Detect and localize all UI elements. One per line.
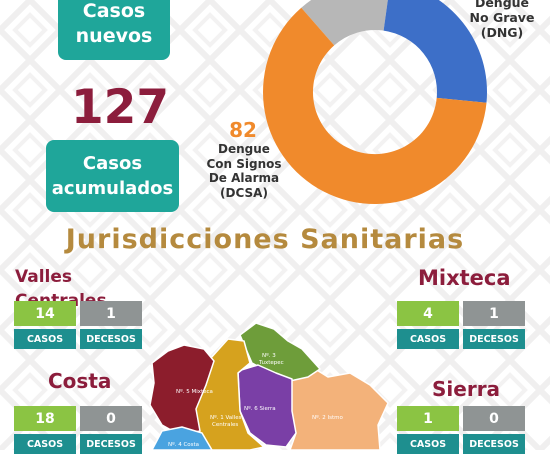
new-cases-label-line1: Casos xyxy=(82,0,146,22)
dcsa-value: 82 xyxy=(229,118,257,142)
decesos-value: 0 xyxy=(80,406,142,431)
donut-chart xyxy=(263,0,487,205)
dcsa-label-line3: De Alarma xyxy=(208,171,280,185)
map-label-valles-line2: Centrales xyxy=(212,422,238,428)
casos-value: 14 xyxy=(14,301,76,326)
dcsa-label-line2: Con Signos xyxy=(206,156,282,171)
stats-mixteca: 4 1 CASOS DECESOS xyxy=(397,301,525,351)
stats-costa: 18 0 CASOS DECESOS xyxy=(14,406,142,456)
stats-sierra: 1 0 CASOS DECESOS xyxy=(397,406,525,456)
decesos-label: DECESOS xyxy=(80,329,142,349)
dcsa-label-line4: (DCSA) xyxy=(220,185,268,200)
donut-segment-dcsa xyxy=(263,7,487,205)
map-label-valles-line1: Nº. 1 Valles xyxy=(210,414,242,421)
map-label-tuxtepec-line2: Tuxtepec xyxy=(258,360,284,366)
map-label-tuxtepec-line1: Nº. 3 xyxy=(262,352,276,359)
map-region-sierra xyxy=(237,364,297,448)
casos-label: CASOS xyxy=(14,434,76,454)
map-label-istmo: Nº. 2 Istmo xyxy=(312,414,343,421)
accumulated-label-line2: acumulados xyxy=(51,178,174,199)
region-title-costa: Costa xyxy=(48,369,112,393)
jurisdictions-map: Nº. 5 Mixteca Nº. 1 Valles Centrales Nº.… xyxy=(149,322,389,450)
casos-label: CASOS xyxy=(14,329,76,349)
map-region-istmo xyxy=(287,366,389,450)
map-label-sierra: Nº. 6 Sierra xyxy=(244,405,276,412)
decesos-value: 1 xyxy=(463,301,525,326)
map-region-costa xyxy=(151,426,213,450)
dng-label-line1: Dengue xyxy=(474,0,530,10)
dcsa-label: Dengue Con Signos De Alarma (DCSA) xyxy=(204,142,284,200)
section-title: Jurisdicciones Sanitarias xyxy=(65,224,465,255)
new-cases-box: Casos nuevos xyxy=(58,0,170,60)
dng-label-line3: (DNG) xyxy=(480,25,524,40)
decesos-value: 1 xyxy=(80,301,142,326)
casos-label: CASOS xyxy=(397,329,459,349)
casos-value: 4 xyxy=(397,301,459,326)
region-title-sierra: Sierra xyxy=(432,377,501,401)
accumulated-count: 127 xyxy=(70,80,170,135)
decesos-label: DECESOS xyxy=(463,329,525,349)
dng-label: Dengue No Grave (DNG) xyxy=(462,0,542,40)
decesos-value: 0 xyxy=(463,406,525,431)
decesos-label: DECESOS xyxy=(463,434,525,454)
map-label-costa: Nº. 4 Costa xyxy=(168,441,199,448)
dng-label-line2: No Grave xyxy=(469,10,535,25)
stats-valles: 14 1 CASOS DECESOS xyxy=(14,301,142,351)
dcsa-label-line1: Dengue xyxy=(218,142,270,156)
new-cases-label-line2: nuevos xyxy=(75,25,153,47)
casos-value: 1 xyxy=(397,406,459,431)
donut-segment-dng xyxy=(383,0,487,103)
donut-segment-gray xyxy=(301,0,388,46)
accumulated-cases-box: Casos acumulados xyxy=(46,140,179,212)
casos-label: CASOS xyxy=(397,434,459,454)
region-title-mixteca: Mixteca xyxy=(418,266,511,290)
map-label-mixteca: Nº. 5 Mixteca xyxy=(176,388,213,395)
map-region-mixteca xyxy=(149,344,215,436)
casos-value: 18 xyxy=(14,406,76,431)
accumulated-label-line1: Casos xyxy=(82,153,143,174)
decesos-label: DECESOS xyxy=(80,434,142,454)
